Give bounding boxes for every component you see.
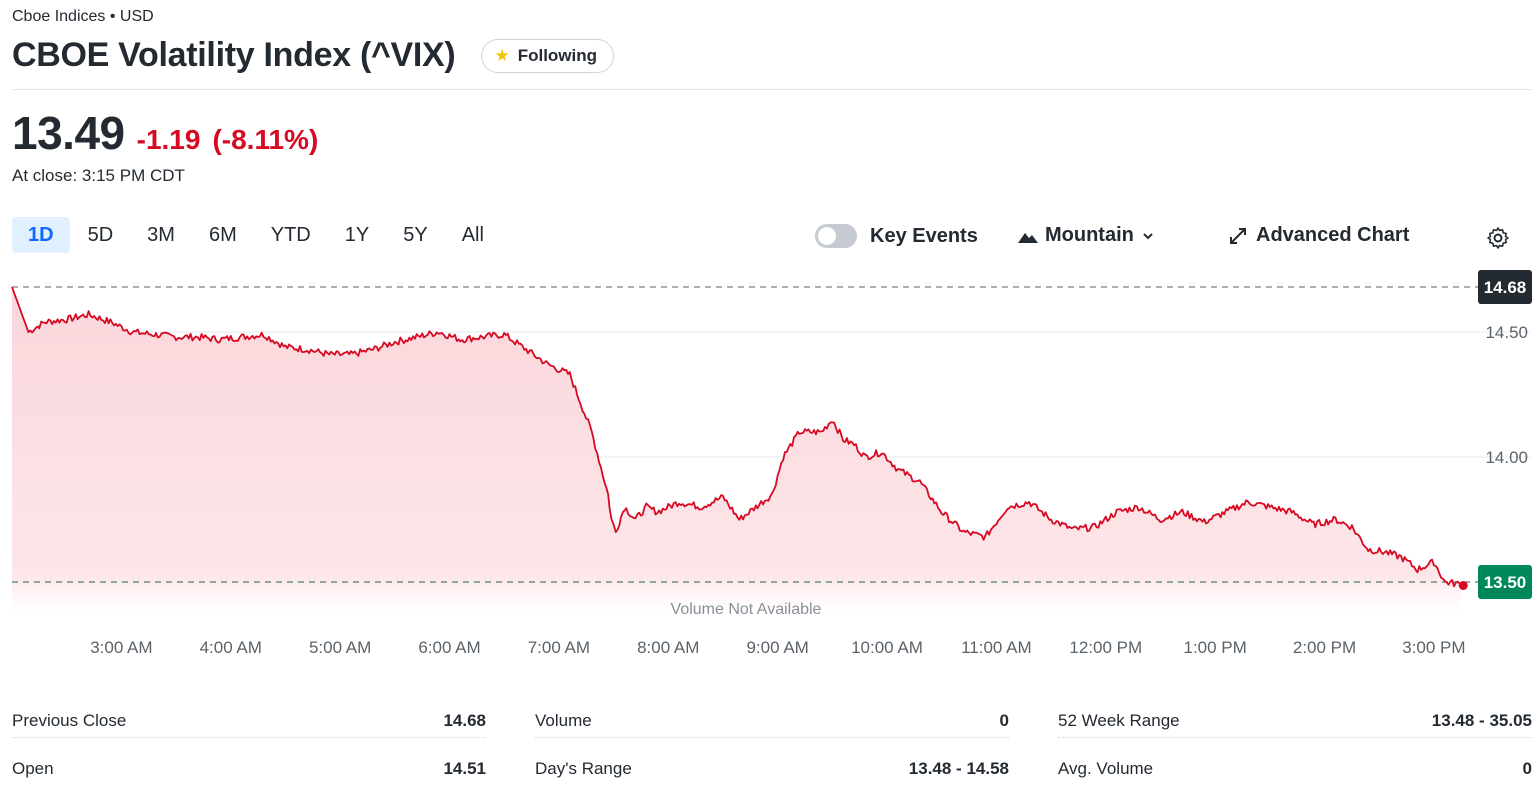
tab-6m[interactable]: 6M xyxy=(208,223,237,246)
stat-label: 52 Week Range xyxy=(1058,710,1180,730)
following-button[interactable]: ★ Following xyxy=(481,38,615,73)
stat-52-week-range: 52 Week Range 13.48 - 35.05 xyxy=(1058,704,1532,738)
stat-previous-close: Previous Close 14.68 xyxy=(12,704,486,738)
x-tick-label: 9:00 AM xyxy=(746,638,808,657)
key-events-toggle[interactable] xyxy=(815,224,857,248)
stat-volume: Volume 0 xyxy=(535,704,1009,738)
expand-icon xyxy=(1230,227,1246,244)
stat-value: 0 xyxy=(999,710,1009,730)
stat-label: Day's Range xyxy=(535,759,632,778)
tab-5y[interactable]: 5Y xyxy=(403,223,428,246)
toggle-knob xyxy=(818,227,836,245)
title-row: CBOE Volatility Index (^VIX) ★ Following xyxy=(12,36,615,75)
x-tick-label: 5:00 AM xyxy=(309,638,371,657)
volume-note: Volume Not Available xyxy=(671,601,822,618)
star-icon: ★ xyxy=(494,45,510,65)
chevron-down-icon xyxy=(1143,232,1153,239)
stats-column-2: Volume 0 Day's Range 13.48 - 14.58 xyxy=(535,704,1009,796)
x-tick-label: 12:00 PM xyxy=(1069,638,1142,657)
page-title: CBOE Volatility Index (^VIX) xyxy=(12,36,456,74)
x-tick-label: 3:00 PM xyxy=(1402,638,1465,657)
y-tick-label: 14.50 xyxy=(1485,323,1528,342)
stat-label: Avg. Volume xyxy=(1058,759,1154,778)
tab-1y[interactable]: 1Y xyxy=(344,223,370,246)
price-change-percent: (-8.11%) xyxy=(212,124,319,155)
price-change: -1.19 xyxy=(136,124,201,155)
mountain-icon xyxy=(1018,232,1038,243)
tab-ytd[interactable]: YTD xyxy=(270,223,311,246)
x-tick-label: 10:00 AM xyxy=(851,638,923,657)
current-price-label: 13.50 xyxy=(1484,573,1527,592)
quote-row: 13.49 -1.19 (-8.11%) xyxy=(12,106,318,160)
tab-5d[interactable]: 5D xyxy=(87,223,114,246)
header-divider xyxy=(12,89,1532,90)
stats-column-1: Previous Close 14.68 Open 14.51 xyxy=(12,704,486,796)
key-events-control: Key Events xyxy=(815,224,978,248)
x-tick-label: 7:00 AM xyxy=(528,638,590,657)
last-price-dot xyxy=(1458,581,1468,590)
advanced-chart-label: Advanced Chart xyxy=(1256,224,1410,246)
current-price-badge: 13.50 xyxy=(1478,565,1532,599)
stat-days-range: Day's Range 13.48 - 14.58 xyxy=(535,752,1009,786)
tab-3m[interactable]: 3M xyxy=(147,223,175,246)
price-chart[interactable]: Volume Not Available 14.50 14.00 3:00 AM 4… xyxy=(0,262,1540,672)
price-area xyxy=(12,287,1462,614)
range-tabs: 1D 5D 3M 6M YTD 1Y 5Y All xyxy=(12,217,502,253)
stat-value: 0 xyxy=(1522,759,1532,778)
gear-icon[interactable] xyxy=(1486,226,1510,250)
x-tick-label: 3:00 AM xyxy=(90,638,152,657)
quote-stats: Previous Close 14.68 Open 14.51 Volume 0… xyxy=(12,704,1532,796)
chart-type-label: Mountain xyxy=(1045,224,1134,246)
chart-type-dropdown[interactable]: Mountain xyxy=(1017,224,1154,247)
stat-label: Previous Close xyxy=(12,710,127,730)
stat-value: 14.68 xyxy=(443,710,486,730)
price-line xyxy=(11,286,1462,588)
stat-value: 14.51 xyxy=(443,759,486,778)
previous-close-label: 14.68 xyxy=(1484,278,1527,297)
x-tick-label: 11:00 AM xyxy=(961,638,1032,657)
stat-open: Open 14.51 xyxy=(12,752,486,786)
x-tick-label: 2:00 PM xyxy=(1293,638,1356,657)
x-tick-label: 6:00 AM xyxy=(418,638,480,657)
close-time: At close: 3:15 PM CDT xyxy=(12,166,185,185)
key-events-label: Key Events xyxy=(870,224,978,247)
stat-value: 13.48 - 35.05 xyxy=(1431,710,1532,730)
exchange-label: Cboe Indices • USD xyxy=(12,8,154,25)
stat-value: 13.48 - 14.58 xyxy=(908,759,1009,778)
stat-avg-volume: Avg. Volume 0 xyxy=(1058,752,1532,786)
previous-close-badge: 14.68 xyxy=(1478,270,1532,304)
x-tick-label: 4:00 AM xyxy=(200,638,262,657)
stats-column-3: 52 Week Range 13.48 - 35.05 Avg. Volume … xyxy=(1058,704,1532,796)
x-tick-label: 1:00 PM xyxy=(1183,638,1246,657)
stat-label: Open xyxy=(12,759,54,778)
current-price: 13.49 xyxy=(12,107,125,159)
advanced-chart-button[interactable]: Advanced Chart xyxy=(1228,224,1409,247)
following-label: Following xyxy=(517,45,598,65)
y-tick-label: 14.00 xyxy=(1485,448,1528,467)
tab-all[interactable]: All xyxy=(461,223,484,246)
stat-label: Volume xyxy=(535,710,592,730)
tab-1d[interactable]: 1D xyxy=(12,217,70,253)
x-tick-label: 8:00 AM xyxy=(637,638,699,657)
